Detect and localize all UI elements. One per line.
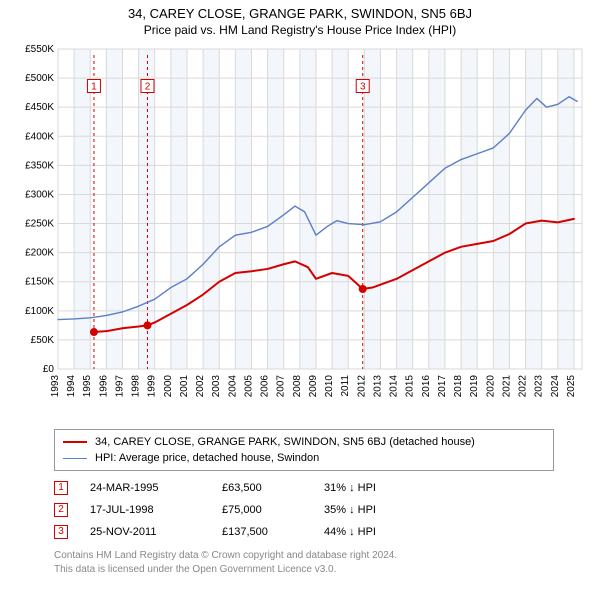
year-band	[171, 49, 187, 369]
x-tick-label: 2010	[324, 375, 335, 398]
chart-title-address: 34, CAREY CLOSE, GRANGE PARK, SWINDON, S…	[10, 6, 590, 21]
y-tick-label: £50K	[31, 335, 55, 346]
x-tick-label: 2007	[276, 375, 287, 398]
y-tick-label: £250K	[25, 219, 54, 230]
x-tick-label: 2005	[243, 375, 254, 398]
y-tick-label: £200K	[25, 248, 54, 259]
x-tick-label: 1995	[82, 375, 93, 398]
x-tick-label: 2022	[518, 375, 529, 398]
x-tick-label: 2024	[550, 375, 561, 398]
chart-subtitle: Price paid vs. HM Land Registry's House …	[10, 23, 590, 37]
x-tick-label: 1998	[131, 375, 142, 398]
x-tick-label: 2016	[421, 375, 432, 398]
y-tick-label: £300K	[25, 189, 54, 200]
sale-pct-vs-hpi: 35% ↓ HPI	[324, 504, 434, 516]
sale-marker-badge: 1	[54, 481, 68, 495]
year-band	[364, 49, 380, 369]
x-tick-label: 2018	[453, 375, 464, 398]
y-tick-label: £500K	[25, 73, 54, 84]
sale-marker-dot	[143, 321, 151, 329]
chart-title-block: 34, CAREY CLOSE, GRANGE PARK, SWINDON, S…	[10, 6, 590, 37]
year-band	[300, 49, 316, 369]
y-tick-label: £0	[43, 364, 55, 375]
sale-marker-badge: 2	[54, 503, 68, 517]
attribution-footer: Contains HM Land Registry data © Crown c…	[54, 549, 590, 576]
x-tick-label: 2006	[260, 375, 271, 398]
legend-row: 34, CAREY CLOSE, GRANGE PARK, SWINDON, S…	[63, 434, 545, 450]
sale-price: £137,500	[222, 526, 302, 538]
legend-swatch	[63, 441, 87, 443]
x-tick-label: 1993	[50, 375, 61, 398]
y-tick-label: £550K	[25, 44, 54, 55]
legend-row: HPI: Average price, detached house, Swin…	[63, 450, 545, 466]
sale-marker-number: 2	[145, 82, 151, 93]
x-tick-label: 1994	[66, 375, 77, 398]
price-chart-svg: £0 £50K £100K £150K £200K £250K £300K £350K £400…	[10, 41, 590, 421]
year-band	[74, 49, 90, 369]
sale-price: £63,500	[222, 482, 302, 494]
footer-line-2: This data is licensed under the Open Gov…	[54, 563, 590, 577]
sale-date: 25-NOV-2011	[90, 526, 200, 538]
x-tick-label: 2023	[534, 375, 545, 398]
year-band	[106, 49, 122, 369]
sale-marker-dot	[90, 328, 98, 336]
legend-box: 34, CAREY CLOSE, GRANGE PARK, SWINDON, S…	[54, 429, 554, 471]
year-band	[493, 49, 509, 369]
x-tick-label: 2011	[340, 375, 351, 397]
sale-date: 17-JUL-1998	[90, 504, 200, 516]
x-tick-label: 2020	[485, 375, 496, 398]
sales-row: 1 24-MAR-1995 £63,500 31% ↓ HPI	[54, 477, 590, 499]
chart-area: £0 £50K £100K £150K £200K £250K £300K £350K £400…	[10, 41, 590, 421]
x-tick-label: 2008	[292, 375, 303, 398]
x-tick-label: 1996	[98, 375, 109, 398]
legend-swatch	[63, 458, 87, 459]
year-band	[429, 49, 445, 369]
sale-marker-number: 1	[91, 82, 97, 93]
x-tick-label: 2004	[227, 375, 238, 398]
year-band	[558, 49, 574, 369]
year-band	[139, 49, 155, 369]
sale-marker-number: 3	[360, 82, 366, 93]
year-band	[203, 49, 219, 369]
x-tick-label: 2015	[405, 375, 416, 398]
y-tick-label: £100K	[25, 306, 54, 317]
year-band	[268, 49, 284, 369]
x-tick-label: 1999	[147, 375, 158, 398]
x-tick-label: 2003	[211, 375, 222, 398]
year-band	[332, 49, 348, 369]
legend-label: HPI: Average price, detached house, Swin…	[95, 452, 319, 464]
sales-row: 2 17-JUL-1998 £75,000 35% ↓ HPI	[54, 499, 590, 521]
x-tick-label: 2021	[501, 375, 512, 398]
x-tick-label: 2013	[372, 375, 383, 398]
sale-pct-vs-hpi: 31% ↓ HPI	[324, 482, 434, 494]
year-band	[235, 49, 251, 369]
y-tick-label: £400K	[25, 131, 54, 142]
x-tick-label: 2012	[356, 375, 367, 398]
x-tick-label: 1997	[114, 375, 125, 398]
sale-marker-badge: 3	[54, 525, 68, 539]
sales-table: 1 24-MAR-1995 £63,500 31% ↓ HPI 2 17-JUL-1998…	[54, 477, 590, 543]
year-band	[461, 49, 477, 369]
x-tick-label: 2000	[163, 375, 174, 398]
year-band	[526, 49, 542, 369]
x-tick-label: 2025	[566, 375, 577, 398]
x-tick-label: 2009	[308, 375, 319, 398]
y-tick-label: £350K	[25, 160, 54, 171]
footer-line-1: Contains HM Land Registry data © Crown c…	[54, 549, 590, 563]
x-tick-label: 2017	[437, 375, 448, 398]
y-tick-label: £450K	[25, 102, 54, 113]
y-tick-label: £150K	[25, 277, 54, 288]
legend-label: 34, CAREY CLOSE, GRANGE PARK, SWINDON, S…	[95, 436, 475, 448]
x-tick-label: 2014	[389, 375, 400, 398]
x-tick-label: 2019	[469, 375, 480, 398]
sale-marker-dot	[359, 285, 367, 293]
x-tick-label: 2001	[179, 375, 190, 398]
sale-date: 24-MAR-1995	[90, 482, 200, 494]
sale-pct-vs-hpi: 44% ↓ HPI	[324, 526, 434, 538]
sales-row: 3 25-NOV-2011 £137,500 44% ↓ HPI	[54, 521, 590, 543]
x-tick-label: 2002	[195, 375, 206, 398]
sale-price: £75,000	[222, 504, 302, 516]
